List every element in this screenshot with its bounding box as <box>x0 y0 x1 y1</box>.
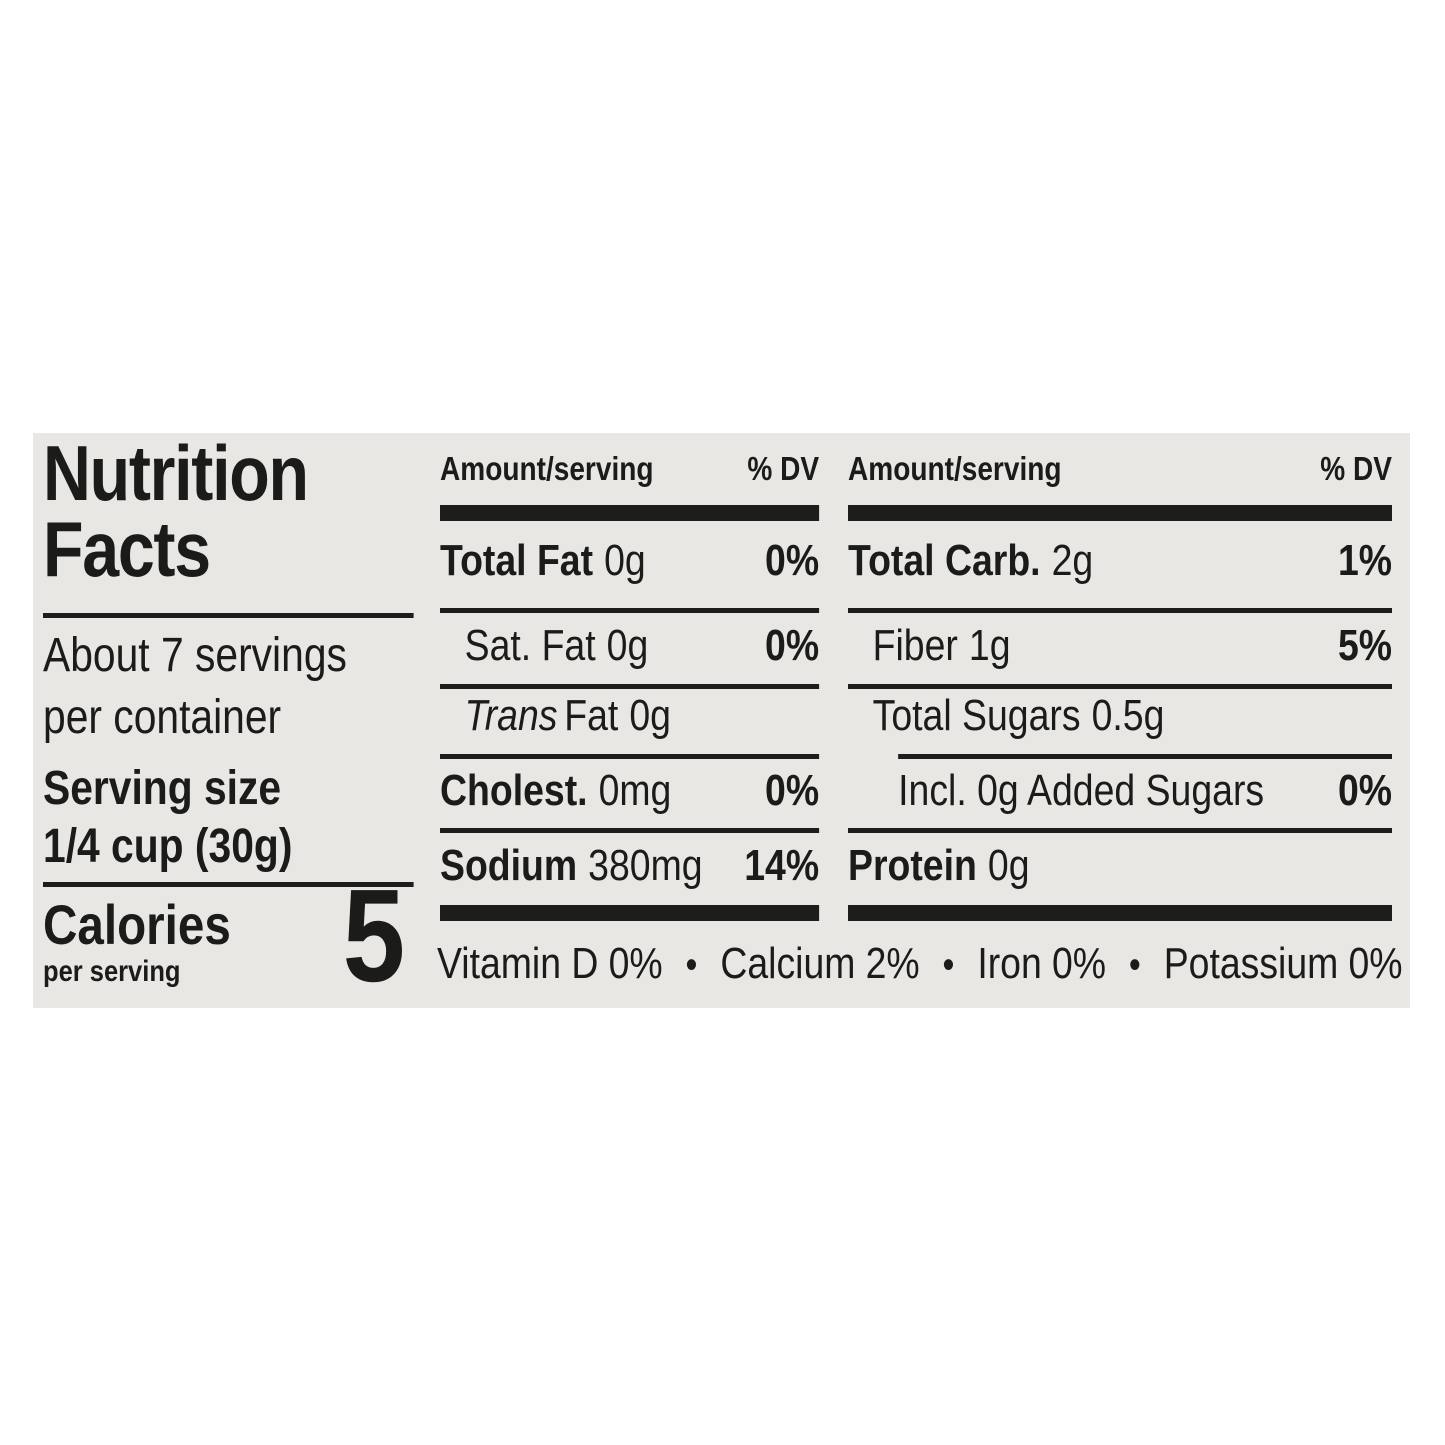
nutrient-row-protein: Protein 0g <box>848 840 1392 892</box>
nutrient-name: Total Sugars 0.5g <box>872 691 1165 740</box>
label-title: Nutrition Facts <box>43 429 414 593</box>
nutrient-row-sodium: Sodium 380mg 14% <box>440 840 819 892</box>
nutrient-dv: 5% <box>1337 621 1392 670</box>
nutrient-name: Cholest. 0mg <box>440 766 672 815</box>
header-amount-serving: Amount/serving <box>440 450 654 487</box>
nutrient-name: Trans Fat 0g <box>464 691 671 740</box>
nutrient-name: Fiber 1g <box>872 621 1011 670</box>
header-amount-serving: Amount/serving <box>848 450 1062 487</box>
nutrient-dv: 14% <box>744 841 820 890</box>
nutrient-dv: 0% <box>765 621 820 670</box>
micronutrient-potassium: Potassium 0% <box>1163 939 1403 988</box>
label-title-line2: Facts <box>43 505 211 593</box>
header-percent-dv: % DV <box>1320 450 1392 487</box>
divider <box>440 684 820 689</box>
calories-block: Calories per serving <box>43 896 231 990</box>
column-header: Amount/serving % DV <box>440 449 819 489</box>
divider <box>440 608 820 613</box>
left-column: Nutrition Facts About 7 servings per con… <box>43 433 414 1008</box>
nutrient-dv: 1% <box>1337 536 1392 585</box>
calories-sublabel: per serving <box>43 955 181 988</box>
divider <box>848 684 1392 689</box>
divider <box>43 613 414 618</box>
calories-label: Calories <box>43 893 231 956</box>
micronutrient-calcium: Calcium 2% <box>720 939 920 988</box>
divider <box>848 828 1392 833</box>
nutrient-name: Total Carb. 2g <box>848 536 1094 585</box>
nutrient-row-trans-fat: Trans Fat 0g <box>440 690 819 742</box>
calories-value: 5 <box>342 862 406 1009</box>
nutrient-row-added-sugars: Incl. 0g Added Sugars 0% <box>848 765 1392 817</box>
bullet-separator: • <box>1128 943 1141 987</box>
bullet-separator: • <box>942 943 955 987</box>
bullet-separator: • <box>685 943 698 987</box>
thick-bar <box>440 905 820 921</box>
serving-size-label: Serving size <box>43 762 282 815</box>
divider <box>440 754 820 759</box>
servings-line2: per container <box>43 691 282 744</box>
right-column: Amount/serving % DV Total Carb. 2g 1% Fib… <box>848 433 1392 1008</box>
serving-size-value: 1/4 cup (30g) <box>43 820 293 873</box>
column-header: Amount/serving % DV <box>848 449 1392 489</box>
nutrient-name: Total Fat 0g <box>440 536 646 585</box>
nutrient-name: Sodium 380mg <box>440 841 703 890</box>
servings-per-container: About 7 servings per container <box>43 625 414 749</box>
thick-bar <box>848 505 1392 521</box>
header-percent-dv: % DV <box>747 450 820 487</box>
micronutrient-vitamin-d: Vitamin D 0% <box>437 939 663 988</box>
label-title-line1: Nutrition <box>43 429 309 517</box>
thick-bar <box>440 505 820 521</box>
micronutrient-iron: Iron 0% <box>977 939 1107 988</box>
serving-size: Serving size 1/4 cup (30g) <box>43 760 414 876</box>
nutrient-dv: 0% <box>765 766 820 815</box>
nutrient-name: Protein 0g <box>848 841 1030 890</box>
nutrient-row-total-fat: Total Fat 0g 0% <box>440 535 819 587</box>
divider <box>440 828 820 833</box>
nutrient-name: Incl. 0g Added Sugars <box>898 766 1265 815</box>
thick-bar <box>848 905 1392 921</box>
middle-column: Amount/serving % DV Total Fat 0g 0% Sat. … <box>440 433 820 1008</box>
nutrient-row-sat-fat: Sat. Fat 0g 0% <box>440 620 819 672</box>
nutrient-dv: 0% <box>1337 766 1392 815</box>
divider <box>898 754 1392 759</box>
servings-line1: About 7 servings <box>43 629 347 682</box>
nutrient-row-cholesterol: Cholest. 0mg 0% <box>440 765 819 817</box>
nutrient-dv: 0% <box>765 536 820 585</box>
divider <box>43 882 414 887</box>
divider <box>848 608 1392 613</box>
nutrition-facts-label: Nutrition Facts About 7 servings per con… <box>33 433 1410 1008</box>
micronutrients-row: Vitamin D 0% • Calcium 2% • Iron 0% • Potas… <box>437 938 1403 991</box>
nutrient-row-total-sugars: Total Sugars 0.5g <box>848 690 1392 742</box>
nutrient-row-fiber: Fiber 1g 5% <box>848 620 1392 672</box>
nutrient-row-total-carb: Total Carb. 2g 1% <box>848 535 1392 587</box>
nutrient-name: Sat. Fat 0g <box>464 621 649 670</box>
